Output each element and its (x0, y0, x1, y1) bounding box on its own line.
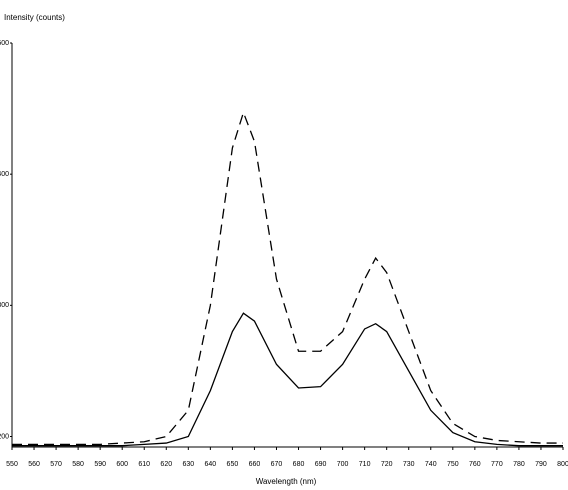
line-series (12, 312, 563, 447)
x-tick-label: 680 (293, 461, 305, 468)
x-tick-label: 770 (491, 461, 503, 468)
y-tick-label: 500 (0, 40, 9, 47)
x-tick-label: 800 (557, 461, 568, 468)
x-tick-label: 660 (249, 461, 261, 468)
x-tick-label: 600 (116, 461, 128, 468)
x-tick-label: 550 (6, 461, 18, 468)
x-tick-label: 670 (271, 461, 283, 468)
x-tick-label: 620 (160, 461, 172, 468)
x-tick-label: 780 (513, 461, 525, 468)
x-tick-label: 740 (425, 461, 437, 468)
x-tick-label: 760 (469, 461, 481, 468)
x-tick-label: 610 (138, 461, 150, 468)
x-tick-label: 790 (535, 461, 547, 468)
x-axis-label: Wavelength (nm) (256, 477, 317, 486)
x-tick-label: 570 (50, 461, 62, 468)
y-tick-label: 200 (0, 433, 9, 440)
y-tick-label: 400 (0, 171, 9, 178)
x-tick-label: 700 (337, 461, 349, 468)
x-tick-label: 720 (381, 461, 393, 468)
x-tick-label: 630 (182, 461, 194, 468)
x-tick-label: 590 (94, 461, 106, 468)
x-tick-label: 730 (403, 461, 415, 468)
x-tick-label: 710 (359, 461, 371, 468)
y-tick-label: 300 (0, 302, 9, 309)
x-tick-label: 560 (28, 461, 40, 468)
x-tick-label: 640 (205, 461, 217, 468)
y-axis-label: Intensity (counts) (4, 13, 65, 22)
line-series (12, 110, 563, 446)
x-tick-label: 580 (72, 461, 84, 468)
x-tick-label: 650 (227, 461, 239, 468)
x-tick-label: 750 (447, 461, 459, 468)
x-tick-label: 690 (315, 461, 327, 468)
